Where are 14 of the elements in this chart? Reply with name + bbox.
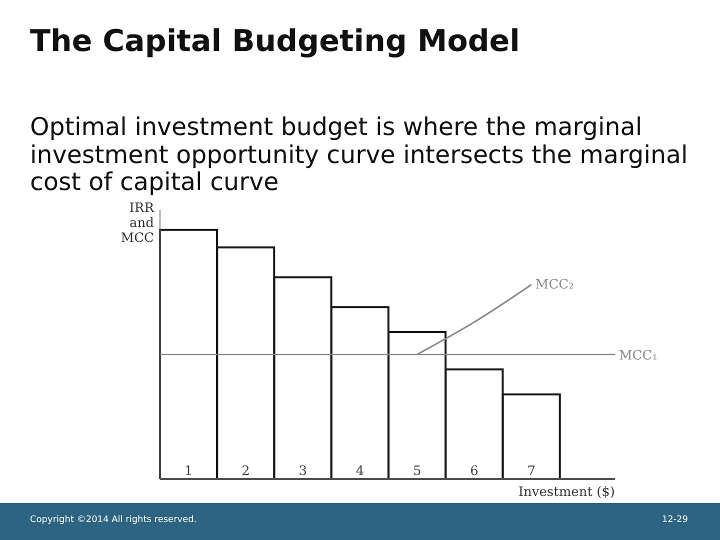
chart-title: The Capital Budgeting Model <box>30 24 520 59</box>
chart-subtitle: Optimal investment budget is where the marginal investment opportunity curve intersects the marginal cost of capital curve <box>30 112 689 196</box>
x-tick-label: 6 <box>470 464 478 479</box>
series-label: MCC₂ <box>535 278 574 293</box>
x-tick-label: 4 <box>356 464 364 479</box>
x-tick-label: 2 <box>242 464 250 479</box>
x-tick-label: 3 <box>298 464 307 479</box>
x-axis-title: Investment ($) <box>518 485 615 500</box>
ref-line-label: MCC₁ <box>619 348 658 364</box>
y-axis-title: IRR and MCC <box>120 201 156 246</box>
x-tick-label: 7 <box>527 464 536 479</box>
x-tick-label: 5 <box>413 464 422 479</box>
footer-strip: Copyright ©2014 All rights reserved. 12-29 <box>0 503 720 540</box>
x-tick-label: 1 <box>184 464 193 479</box>
